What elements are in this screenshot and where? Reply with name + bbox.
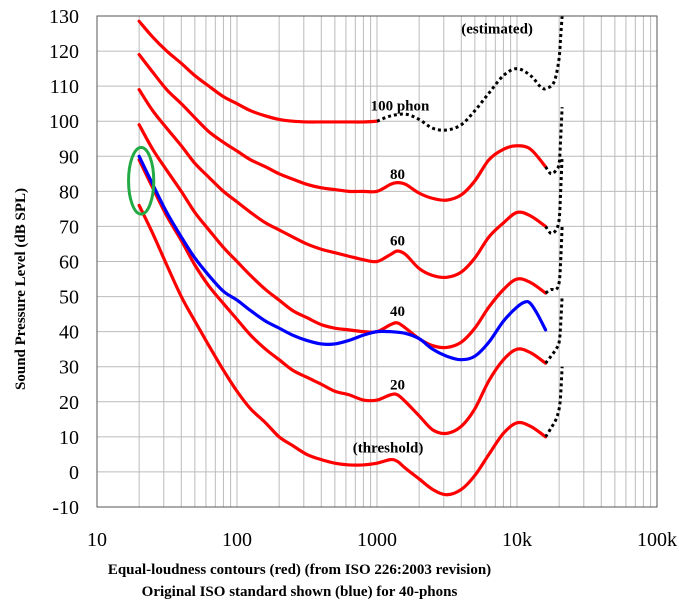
threshold-estimated-curve xyxy=(544,366,564,438)
y-tick-label: 100 xyxy=(49,111,79,133)
y-tick-label: 130 xyxy=(49,6,79,28)
threshold-curve xyxy=(137,203,548,497)
x-tick-label: 100 xyxy=(222,529,252,551)
100-phon-estimated-label: (estimated) xyxy=(461,22,533,38)
x-tick-label: 1000 xyxy=(357,529,397,551)
curve-labels: (threshold) 20 40 60 80 100 phon (estimated) xyxy=(353,22,533,457)
60-phon-curve xyxy=(137,88,548,280)
y-tick-label: 90 xyxy=(59,146,79,168)
y-tick-label: 40 xyxy=(59,322,79,344)
40-phon-original-iso-curve xyxy=(137,154,548,362)
20-phon-label: 20 xyxy=(390,378,405,394)
plot-frame xyxy=(96,15,658,508)
curves xyxy=(127,15,564,497)
y-tick-label: 110 xyxy=(50,76,79,98)
x-tick-label: 100k xyxy=(637,529,677,551)
x-tick-labels: 10 100 1000 10k 100k xyxy=(87,529,677,551)
20-phon-estimated-curve xyxy=(544,296,564,365)
x-tick-label: 10 xyxy=(87,529,107,551)
100-phon-curve xyxy=(137,19,379,124)
20-phon-curve xyxy=(137,158,548,436)
60-phon-label: 60 xyxy=(390,234,405,250)
caption-line-2: Original ISO standard shown (blue) for 4… xyxy=(141,584,458,600)
y-tick-label: -10 xyxy=(52,497,79,519)
threshold-label: (threshold) xyxy=(353,441,424,457)
y-tick-label: 20 xyxy=(59,392,79,414)
y-tick-label: 50 xyxy=(59,287,79,309)
80-phon-curve xyxy=(137,52,548,202)
80-phon-estimated-curve xyxy=(544,107,564,176)
60-phon-estimated-curve xyxy=(544,156,564,236)
grid xyxy=(96,15,657,508)
40-phon-curve xyxy=(137,123,548,350)
y-tick-labels: -10 0 10 20 30 40 50 60 70 80 90 100 110 120 130 xyxy=(49,6,79,519)
y-tick-label: 10 xyxy=(59,427,79,449)
40-phon-estimated-curve xyxy=(544,226,564,295)
y-tick-label: 30 xyxy=(59,357,79,379)
y-axis-label: Sound Pressure Level (dB SPL) xyxy=(13,188,29,390)
100-phon-estimated-curve xyxy=(376,15,564,132)
caption-line-1: Equal-loudness contours (red) (from ISO … xyxy=(107,562,492,578)
y-tick-label: 80 xyxy=(59,181,79,203)
y-tick-label: 70 xyxy=(59,216,79,238)
100-phon-label: 100 phon xyxy=(371,99,430,115)
y-tick-label: 120 xyxy=(49,41,79,63)
highlight-ellipse xyxy=(127,146,156,216)
equal-loudness-chart: -10 0 10 20 30 40 50 60 70 80 90 100 110 120 130 10 100… xyxy=(13,6,677,551)
80-phon-label: 80 xyxy=(390,167,405,183)
y-tick-label: 0 xyxy=(69,462,79,484)
x-tick-label: 10k xyxy=(502,529,532,551)
40-phon-label: 40 xyxy=(390,304,405,320)
y-tick-label: 60 xyxy=(59,252,79,274)
